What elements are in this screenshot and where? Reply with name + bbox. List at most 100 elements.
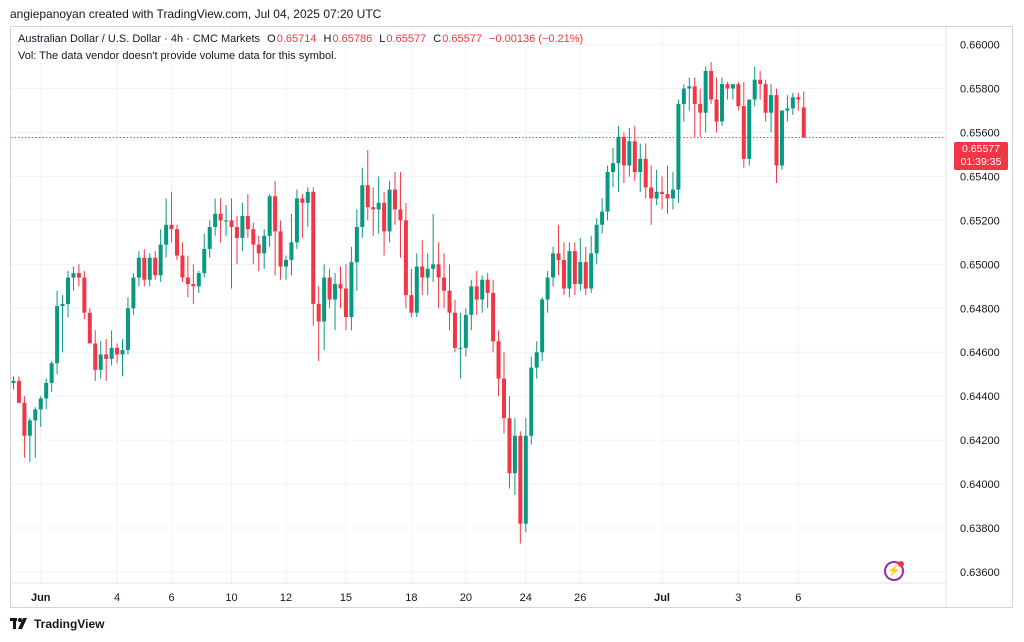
candle [376, 176, 381, 234]
time-tick-label: 20 [460, 592, 472, 604]
candle-body [294, 198, 299, 243]
candle-body [643, 158, 648, 188]
candle [502, 352, 506, 434]
notification-dot [898, 561, 904, 567]
candle-body [44, 383, 49, 399]
candle [16, 376, 21, 403]
candle [131, 273, 136, 315]
candle-body [393, 189, 397, 210]
change-value: −0.00136 (−0.21%) [489, 33, 584, 45]
candle [169, 191, 174, 243]
candle [611, 147, 615, 188]
grid-layer [11, 27, 947, 607]
candle-body [343, 288, 348, 318]
candle-body [779, 110, 784, 166]
candle [387, 180, 392, 243]
candle-body [327, 277, 332, 300]
candle-body [420, 266, 425, 278]
candle-body [665, 194, 670, 199]
candle-body [436, 264, 441, 278]
candle-body [720, 84, 724, 122]
candle-body [741, 106, 746, 159]
time-axis: Jun 4 6 10 12 15 18 20 24 26 Jul 3 6 [31, 592, 801, 604]
candle-body [442, 277, 447, 291]
candle-body [71, 273, 76, 278]
candle [649, 165, 654, 225]
candle [714, 77, 719, 133]
candle [55, 290, 60, 375]
candle [534, 341, 539, 379]
candle-body [534, 352, 539, 368]
candle [616, 125, 621, 192]
candle-body [621, 136, 626, 166]
candle-body [670, 189, 675, 199]
candle [278, 220, 283, 280]
candle-body [589, 253, 594, 289]
candle-body [790, 97, 795, 109]
candle-body [87, 312, 92, 344]
candle [605, 165, 610, 221]
candle [567, 242, 572, 298]
price-tick-label: 0.63600 [960, 567, 1000, 579]
candle-body [66, 277, 70, 304]
candle-body [567, 251, 572, 289]
candle [327, 268, 332, 309]
candle-body [207, 226, 212, 249]
candle [185, 255, 190, 298]
candle-body [578, 262, 583, 285]
candle-body [273, 196, 278, 232]
candle [730, 84, 735, 100]
candle [736, 81, 741, 111]
candle [27, 418, 32, 463]
candle [529, 356, 534, 445]
candle [709, 62, 714, 104]
candle [98, 341, 103, 379]
chart-frame[interactable] [10, 26, 1013, 608]
candle-body [507, 418, 512, 474]
footer-brand[interactable]: TradingView [10, 617, 104, 631]
candle [796, 92, 801, 111]
candle [485, 273, 490, 309]
candle-body [11, 380, 16, 384]
candle-body [289, 242, 294, 260]
candle [76, 264, 81, 287]
candle-body [180, 255, 185, 278]
candle [284, 255, 288, 280]
candle-body [224, 220, 229, 222]
candle [153, 251, 158, 280]
candle-body [529, 367, 534, 436]
bar-countdown: 01:39:35 [960, 156, 1002, 168]
candle-body [136, 257, 141, 278]
candles-layer [11, 62, 806, 544]
candle-body [125, 308, 130, 351]
candle [120, 339, 125, 377]
chart-credit: angiepanoyan created with TradingView.co… [10, 7, 382, 21]
tv-logo-icon [10, 617, 30, 631]
candle-body [654, 191, 659, 199]
candle-body [338, 284, 343, 289]
candle [594, 218, 599, 265]
candle [692, 77, 697, 137]
candle-body [409, 295, 414, 313]
candle [240, 202, 245, 252]
candle-body [583, 262, 588, 289]
candle [447, 264, 452, 331]
bolt-icon[interactable]: ⚡ [884, 561, 904, 581]
candle [229, 198, 234, 289]
candle-body [725, 84, 730, 89]
candle [583, 246, 588, 296]
candle [365, 150, 370, 221]
candle-body [115, 347, 120, 355]
candle [115, 343, 120, 364]
candle [71, 266, 76, 291]
low-value: 0.65577 [386, 33, 427, 45]
candle [175, 224, 179, 260]
candle-body [60, 303, 65, 307]
candle [22, 396, 27, 458]
candle [463, 308, 468, 357]
candle [425, 253, 430, 296]
candle [38, 396, 43, 427]
candle [158, 229, 163, 282]
candle [578, 237, 583, 291]
